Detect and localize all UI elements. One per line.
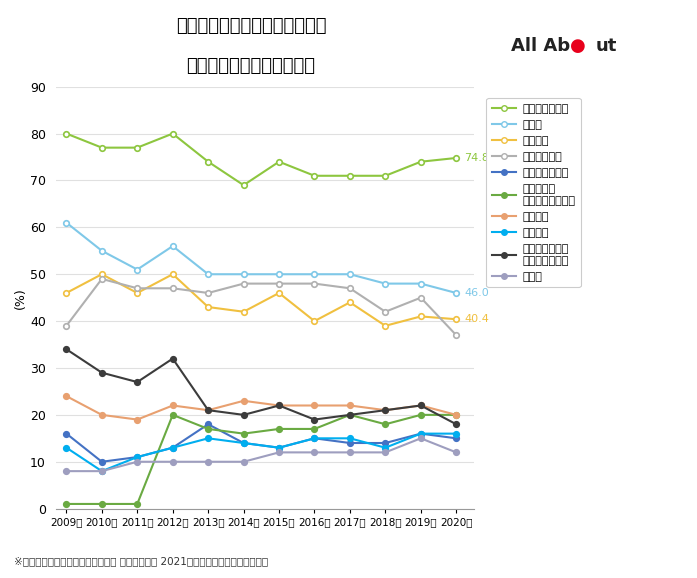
Text: 46.0: 46.0 (465, 288, 489, 298)
Y-axis label: (%): (%) (14, 287, 27, 309)
Legend: シュークリーム, プリン, エクレア, ロールケーキ, その他ケーキ類, 和スイーツ
（生どら焼き等）, ワッフル, クレープ, カップに入った
ムース・ゼリー: シュークリーム, プリン, エクレア, ロールケーキ, その他ケーキ類, 和スイ… (487, 98, 581, 287)
Text: ut: ut (595, 37, 617, 55)
Text: All Ab: All Ab (511, 37, 570, 55)
Text: スーパー・コンビニでよく買う: スーパー・コンビニでよく買う (176, 17, 326, 35)
Text: 40.4: 40.4 (465, 314, 489, 324)
Text: 74.8: 74.8 (465, 153, 489, 163)
Text: ※モンテール「スーパー・コンビニ スイーツ白書 2021」よりオールアバウトが作成: ※モンテール「スーパー・コンビニ スイーツ白書 2021」よりオールアバウトが作… (14, 557, 268, 566)
Text: スイーツランキングの推移: スイーツランキングの推移 (186, 57, 316, 76)
Text: ●: ● (570, 37, 586, 55)
